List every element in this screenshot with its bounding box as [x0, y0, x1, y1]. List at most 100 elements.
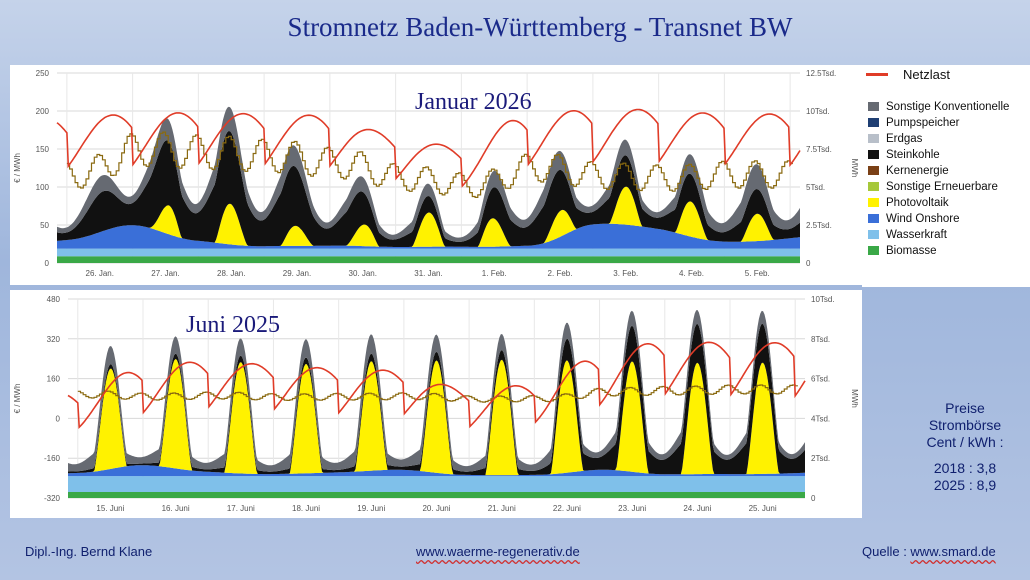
legend-item-erdgas[interactable]: Erdgas: [868, 133, 922, 145]
y-tick-label: 320: [47, 335, 61, 344]
x-tick-label: 26. Jan.: [86, 269, 114, 278]
legend-swatch: [868, 118, 879, 127]
chart-januar: 0 50 100 150 200 250 0 2.5Tsd. 5Tsd. 7.5Tsd. 10Tsd…: [13, 69, 859, 278]
series-netzlast: [56, 108, 801, 188]
y2-tick-label: 10Tsd.: [806, 107, 830, 116]
x-tick-label: 30. Jan.: [349, 269, 377, 278]
prices-2025: 2025 : 8,9: [933, 477, 997, 493]
x-tick-label: 28. Jan.: [217, 269, 245, 278]
prices-line2: Strombörse: [928, 417, 1002, 433]
y2-tick-label: 12.5Tsd.: [806, 69, 836, 78]
x-tick-label: 27. Jan.: [151, 269, 179, 278]
x-tick-label: 18. Juni: [292, 504, 320, 513]
y2-axis-label: MWh: [850, 159, 859, 178]
x-tick-label: 25. Juni: [749, 504, 777, 513]
area-wind-onshore: [68, 465, 805, 477]
legend-item-sonstige-konventionelle[interactable]: Sonstige Konventionelle: [868, 101, 1009, 113]
series-price: [66, 131, 793, 198]
y2-tick-label: 10Tsd.: [811, 295, 835, 304]
chart-juni: -320 -160 0 160 320 480 0 2Tsd. 4Tsd. 6Tsd. 8Tsd. 1…: [13, 295, 859, 513]
footer-source-label: Quelle :: [862, 544, 911, 559]
y-tick-label: 100: [36, 183, 50, 192]
legend-swatch: [868, 230, 879, 239]
x-tick-label: 22. Juni: [553, 504, 581, 513]
legend-label: Sonstige Konventionelle: [886, 101, 1010, 113]
y-tick-label: 50: [40, 221, 49, 230]
y2-tick-label: 7.5Tsd.: [806, 145, 832, 154]
footer-website-link[interactable]: www.waerme-regenerativ.de: [416, 544, 580, 559]
legend-item-pumpspeicher[interactable]: Pumpspeicher: [868, 117, 960, 129]
x-tick-label: 2. Feb.: [548, 269, 573, 278]
legend-label: Sonstige Erneuerbare: [886, 181, 998, 193]
x-tick-label: 24. Juni: [683, 504, 711, 513]
area-wasserkraft: [68, 476, 805, 493]
area-steinkohle: [68, 323, 805, 476]
legend-item-kernenergie[interactable]: Kernenergie: [868, 165, 949, 177]
y2-tick-label: 0: [806, 259, 811, 268]
legend-item-netzlast[interactable]: Netzlast: [866, 67, 950, 82]
legend-swatch: [868, 198, 879, 207]
legend-label: Wasserkraft: [886, 229, 947, 241]
x-tick-label: 5. Feb.: [745, 269, 770, 278]
legend-swatch: [868, 102, 879, 111]
x-tick-label: 15. Juni: [96, 504, 124, 513]
x-tick-label: 16. Juni: [162, 504, 190, 513]
legend-label: Pumpspeicher: [886, 117, 960, 129]
axes: -320 -160 0 160 320 480 0 2Tsd. 4Tsd. 6Tsd. 8Tsd. 1…: [13, 295, 859, 513]
area-sonstige-konventionelle: [68, 310, 805, 472]
y-tick-label: 0: [45, 259, 50, 268]
x-tick-label: 31. Jan.: [414, 269, 442, 278]
y-tick-label: -160: [44, 454, 61, 463]
area-wind-onshore: [57, 223, 800, 249]
area-biomasse: [68, 492, 805, 498]
axes: 0 50 100 150 200 250 0 2.5Tsd. 5Tsd. 7.5Tsd. 10Tsd…: [13, 69, 859, 278]
legend-item-sonstige-erneuerbare[interactable]: Sonstige Erneuerbare: [868, 181, 998, 193]
footer-source-link[interactable]: www.smard.de: [910, 544, 996, 559]
legend-item-steinkohle[interactable]: Steinkohle: [868, 149, 940, 161]
legend-swatch: [868, 166, 879, 175]
legend-item-wind-onshore[interactable]: Wind Onshore: [868, 213, 960, 225]
x-tick-label: 20. Juni: [422, 504, 450, 513]
footer-source: Quelle : www.smard.de: [862, 544, 996, 559]
y-axis-label: € / MWh: [13, 153, 22, 183]
prices-box: Preise Strombörse Cent / kWh : 2018 : 3,…: [905, 400, 1025, 494]
legend-label: Biomasse: [886, 245, 937, 257]
y-tick-label: -320: [44, 494, 61, 503]
y2-tick-label: 0: [811, 494, 816, 503]
area-sonstige-konventionelle: [57, 106, 800, 242]
legend-label: Steinkohle: [886, 149, 940, 161]
y-tick-label: 160: [47, 375, 61, 384]
chart-title: Januar 2026: [415, 89, 532, 115]
legend-label: Wind Onshore: [886, 213, 960, 225]
chart-juni-panel: -320 -160 0 160 320 480 0 2Tsd. 4Tsd. 6Tsd. 8Tsd. 1…: [10, 290, 862, 518]
y-tick-label: 200: [36, 107, 50, 116]
chart-januar-panel: 0 50 100 150 200 250 0 2.5Tsd. 5Tsd. 7.5Tsd. 10Tsd…: [10, 65, 862, 285]
x-tick-label: 29. Jan.: [283, 269, 311, 278]
page-title: Stromnetz Baden-Württemberg - Transnet B…: [287, 12, 793, 42]
legend-item-photovoltaik[interactable]: Photovoltaik: [868, 197, 949, 209]
y2-tick-label: 5Tsd.: [806, 183, 825, 192]
prices-line1: Preise: [945, 400, 985, 416]
x-tick-label: 3. Feb.: [613, 269, 638, 278]
stacked-areas: [57, 106, 800, 263]
legend-swatch: [868, 182, 879, 191]
legend-label: Photovoltaik: [886, 197, 949, 209]
legend: Netzlast Sonstige Konventionelle Pumpspeic…: [862, 65, 1030, 287]
legend-label: Netzlast: [903, 67, 950, 82]
y2-tick-label: 6Tsd.: [811, 375, 830, 384]
area-photovoltaik: [57, 186, 800, 247]
prices-line3: Cent / kWh :: [926, 434, 1004, 450]
area-photovoltaik: [68, 359, 805, 476]
legend-swatch: [868, 246, 879, 255]
legend-swatch: [868, 134, 879, 143]
x-tick-label: 17. Juni: [227, 504, 255, 513]
area-wasserkraft: [57, 248, 800, 257]
chart-title: Juni 2025: [186, 312, 280, 338]
x-tick-label: 19. Juni: [357, 504, 385, 513]
legend-item-biomasse[interactable]: Biomasse: [868, 245, 937, 257]
footer-author: Dipl.-Ing. Bernd Klane: [25, 544, 153, 559]
y-tick-label: 250: [36, 69, 50, 78]
legend-item-wasserkraft[interactable]: Wasserkraft: [868, 229, 947, 241]
legend-swatch: [866, 73, 888, 76]
y2-tick-label: 2.5Tsd.: [806, 221, 832, 230]
